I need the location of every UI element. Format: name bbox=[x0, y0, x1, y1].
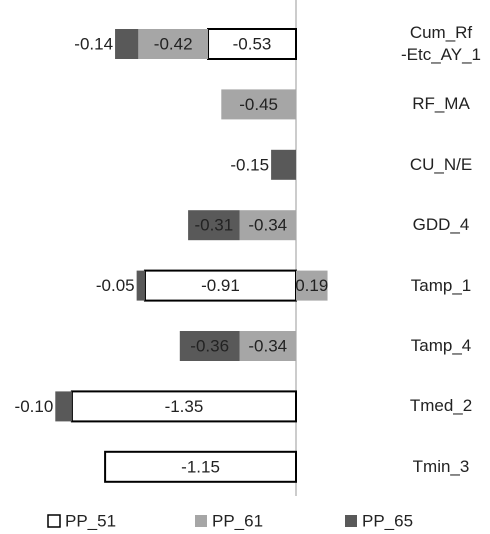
data-label: -0.31 bbox=[194, 216, 233, 235]
bar bbox=[296, 270, 328, 301]
bar bbox=[138, 29, 209, 59]
bar bbox=[143, 269, 297, 302]
data-label: -0.53 bbox=[233, 34, 272, 53]
bar bbox=[55, 391, 72, 422]
data-label: -0.34 bbox=[248, 216, 287, 235]
bar bbox=[239, 331, 296, 361]
bar bbox=[207, 28, 298, 60]
category-label: Tamp_4 bbox=[410, 336, 472, 355]
bar bbox=[136, 270, 145, 301]
bar bbox=[221, 89, 296, 120]
category-label: Tmin_3 bbox=[412, 456, 470, 476]
data-label: -0.45 bbox=[239, 95, 278, 114]
category-label: Tamp_1 bbox=[410, 275, 472, 295]
bar bbox=[115, 29, 139, 59]
data-label: -1.15 bbox=[181, 457, 220, 476]
data-label: -0.05 bbox=[96, 276, 135, 295]
data-label: -0.34 bbox=[248, 336, 287, 355]
legend-label: PP_65 bbox=[362, 511, 413, 530]
bar bbox=[239, 210, 296, 241]
legend-label: PP_61 bbox=[212, 511, 263, 530]
category-label: Tmed_2 bbox=[409, 396, 473, 416]
legend-swatch bbox=[47, 514, 61, 528]
data-label: -0.15 bbox=[230, 155, 269, 174]
bar bbox=[70, 390, 298, 423]
bar bbox=[271, 149, 296, 180]
data-label: -0.36 bbox=[190, 336, 229, 355]
bar bbox=[179, 331, 240, 361]
category-label: Cum_Rf -Etc_AY_1 bbox=[400, 23, 481, 64]
legend-label: PP_51 bbox=[65, 511, 116, 530]
data-label: 0.19 bbox=[295, 276, 328, 295]
data-label: -0.91 bbox=[201, 276, 240, 295]
bar bbox=[188, 210, 240, 241]
legend-swatch bbox=[345, 515, 357, 527]
data-label: -0.14 bbox=[74, 34, 113, 53]
legend-swatch bbox=[195, 515, 207, 527]
data-label: -0.42 bbox=[154, 34, 193, 53]
data-label: -1.35 bbox=[165, 397, 204, 416]
bar bbox=[104, 450, 297, 483]
category-label: RF_MA bbox=[412, 94, 470, 114]
category-label: GDD_4 bbox=[412, 215, 470, 235]
category-label: CU_N/E bbox=[409, 154, 473, 174]
data-label: -0.10 bbox=[15, 397, 54, 416]
